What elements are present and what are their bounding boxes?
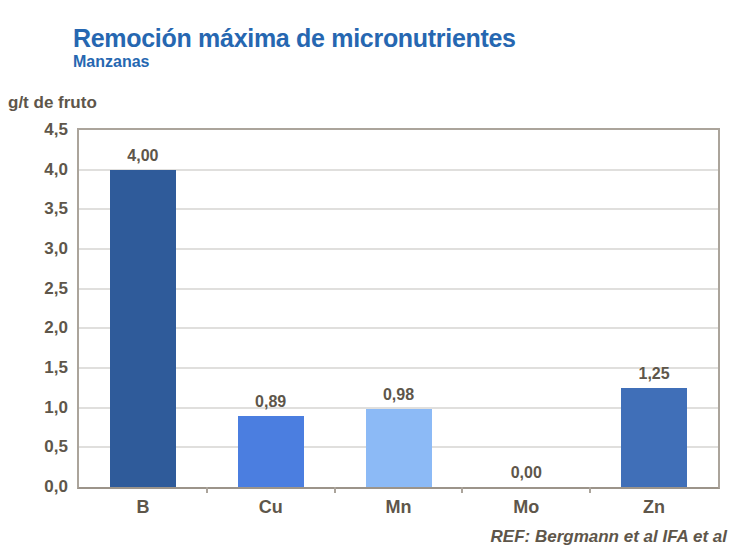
chart-subtitle: Manzanas <box>73 53 149 71</box>
y-tick-label: 3,0 <box>0 239 68 259</box>
x-axis-label-Cu: Cu <box>226 497 316 518</box>
value-label-B: 4,00 <box>98 147 188 165</box>
x-axis-label-Mn: Mn <box>354 497 444 518</box>
value-label-Mo: 0,00 <box>481 464 571 482</box>
x-axis-label-B: B <box>98 497 188 518</box>
slide: Remoción máxima de micronutrientes Manza… <box>0 0 735 551</box>
x-axis-tick <box>206 487 208 493</box>
chart-title: Remoción máxima de micronutrientes <box>73 24 516 53</box>
y-tick-label: 1,5 <box>0 358 68 378</box>
x-axis-label-Zn: Zn <box>609 497 699 518</box>
y-tick-label: 0,0 <box>0 477 68 497</box>
y-tick-label: 2,5 <box>0 279 68 299</box>
y-tick-label: 3,5 <box>0 199 68 219</box>
value-label-Zn: 1,25 <box>609 365 699 383</box>
value-label-Mn: 0,98 <box>354 386 444 404</box>
plot-area: 4,00 0,89 0,98 0,00 1,25 <box>77 128 720 489</box>
y-axis-unit-label: g/t de fruto <box>8 93 97 113</box>
x-axis-tick <box>461 487 463 493</box>
value-label-Cu: 0,89 <box>226 393 316 411</box>
bar-Cu <box>238 416 304 487</box>
bar-Zn <box>621 388 687 487</box>
y-tick-label: 0,5 <box>0 437 68 457</box>
x-axis-category-labels: B Cu Mn Mo Zn <box>77 497 720 521</box>
y-tick-label: 2,0 <box>0 318 68 338</box>
x-axis-label-Mo: Mo <box>481 497 571 518</box>
y-tick-label: 1,0 <box>0 398 68 418</box>
x-axis-tick <box>589 487 591 493</box>
bar-B <box>110 170 176 487</box>
y-axis-tick-labels: 0,00,51,01,52,02,53,03,54,04,5 <box>0 128 68 489</box>
y-tick-label: 4,0 <box>0 160 68 180</box>
x-axis-tick <box>334 487 336 493</box>
reference-text: REF: Bergmann et al IFA et al <box>491 527 727 547</box>
y-tick-label: 4,5 <box>0 120 68 140</box>
bar-Mn <box>366 409 432 487</box>
